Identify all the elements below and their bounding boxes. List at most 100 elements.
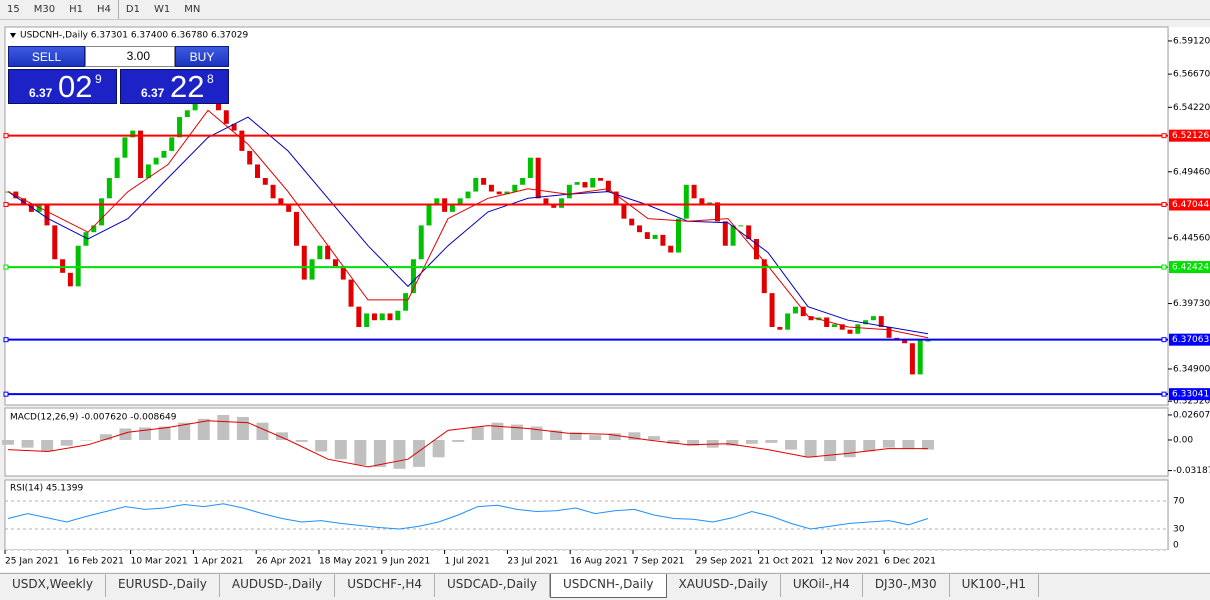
candle xyxy=(434,198,440,206)
one-click-trading: SELL 3.00 BUY 6.37 02 9 6.37 22 8 xyxy=(8,46,229,104)
candle xyxy=(52,225,58,260)
candle xyxy=(863,320,869,325)
candle xyxy=(216,99,222,111)
moving-average-slow xyxy=(7,116,929,335)
timeframe-button[interactable]: H4 xyxy=(96,4,111,15)
candle xyxy=(870,316,876,321)
macd-histogram-bar xyxy=(236,416,249,440)
candle xyxy=(145,164,151,179)
candle xyxy=(278,198,284,206)
y-tick-label: 0 xyxy=(1173,541,1179,551)
macd-histogram-bar xyxy=(119,428,132,440)
candle xyxy=(473,178,479,192)
chart-tab[interactable]: XAUUSD-,Daily xyxy=(667,574,781,597)
macd-histogram-bar xyxy=(687,439,700,446)
candle xyxy=(270,184,276,199)
candle xyxy=(746,225,752,239)
candle xyxy=(247,150,253,165)
date-axis xyxy=(0,550,1210,572)
candle xyxy=(457,198,463,206)
candle xyxy=(730,225,736,246)
candle xyxy=(254,164,260,179)
candle xyxy=(138,130,144,179)
lot-input[interactable]: 3.00 xyxy=(85,46,175,67)
x-tick-label: 1 Apr 2021 xyxy=(193,557,243,567)
y-tick-label: -0.031872 xyxy=(1173,466,1210,476)
candle xyxy=(426,205,432,226)
chart-tab[interactable]: USDCNH-,Daily xyxy=(549,574,667,598)
y-tick-label: 6.59120 xyxy=(1173,36,1210,46)
candle xyxy=(613,191,619,206)
candle xyxy=(60,259,66,273)
level-label: 6.47044 xyxy=(1172,200,1209,210)
candle xyxy=(99,198,105,226)
sell-button[interactable]: SELL xyxy=(8,46,85,67)
candle xyxy=(590,178,596,188)
chart-tab[interactable]: USDCHF-,H4 xyxy=(335,574,435,597)
x-tick-label: 10 Mar 2021 xyxy=(131,557,188,567)
x-tick-label: 25 Jan 2021 xyxy=(5,557,59,567)
timeframe-button[interactable]: 15 xyxy=(7,4,20,15)
candle xyxy=(777,326,783,330)
macd-histogram-bar xyxy=(315,439,328,452)
timeframe-button[interactable]: H1 xyxy=(69,4,83,15)
candle xyxy=(481,178,487,185)
candle xyxy=(153,157,159,165)
chart-tab[interactable]: AUDUSD-,Daily xyxy=(220,574,336,597)
macd-histogram-bar xyxy=(765,439,778,443)
y-tick-label: 0.02607 xyxy=(1173,410,1210,420)
collapse-icon xyxy=(10,33,16,38)
candle xyxy=(301,245,307,280)
candle xyxy=(465,191,471,199)
candle xyxy=(831,324,837,327)
candle xyxy=(28,205,34,212)
y-tick-label: 6.44560 xyxy=(1173,234,1210,244)
chart-tab[interactable]: UKOil-,H4 xyxy=(781,574,863,597)
candle xyxy=(317,245,323,260)
x-tick-label: 23 Jul 2021 xyxy=(507,557,558,567)
chart-tab[interactable]: UK100-,H1 xyxy=(950,574,1039,597)
buy-price[interactable]: 6.37 22 8 xyxy=(120,69,229,104)
macd-histogram-bar xyxy=(550,430,563,440)
candle xyxy=(598,178,604,181)
chart-tab[interactable]: EURUSD-,Daily xyxy=(106,574,220,597)
candle xyxy=(886,326,892,338)
candle xyxy=(566,184,572,199)
candle xyxy=(761,259,767,294)
macd-histogram-bar xyxy=(569,432,582,440)
timeframe-button[interactable]: D1 xyxy=(117,0,147,19)
candle xyxy=(847,329,853,334)
macd-histogram-bar xyxy=(510,424,523,440)
x-tick-label: 12 Nov 2021 xyxy=(821,557,879,567)
candle xyxy=(917,340,923,375)
buy-button[interactable]: BUY xyxy=(175,46,229,67)
candle xyxy=(356,306,362,327)
candle xyxy=(496,191,502,195)
macd-histogram-bar xyxy=(413,439,426,467)
x-tick-label: 6 Dec 2021 xyxy=(884,557,936,567)
macd-histogram-bar xyxy=(295,439,308,442)
y-tick-label: 6.56670 xyxy=(1173,70,1210,80)
macd-histogram-bar xyxy=(491,422,504,440)
candle xyxy=(676,218,682,253)
candle xyxy=(559,198,565,208)
chart-tab[interactable]: USDX,Weekly xyxy=(0,574,106,597)
sell-price[interactable]: 6.37 02 9 xyxy=(8,69,117,104)
candle xyxy=(699,198,705,206)
candle xyxy=(691,184,697,199)
candle xyxy=(395,310,401,321)
timeframe-button[interactable]: W1 xyxy=(153,4,171,15)
timeframe-button[interactable]: MN xyxy=(184,4,201,15)
macd-histogram-bar xyxy=(471,426,484,440)
candle xyxy=(122,137,128,158)
candle xyxy=(644,232,650,239)
candle xyxy=(75,245,81,287)
candle xyxy=(637,225,643,233)
candle xyxy=(293,211,299,246)
chart-tab[interactable]: DJ30-,M30 xyxy=(863,574,950,597)
candle xyxy=(925,340,931,342)
timeframe-button[interactable]: M30 xyxy=(33,4,56,15)
candle xyxy=(106,178,112,199)
chart-tab[interactable]: USDCAD-,Daily xyxy=(435,574,550,597)
candle xyxy=(239,130,245,151)
